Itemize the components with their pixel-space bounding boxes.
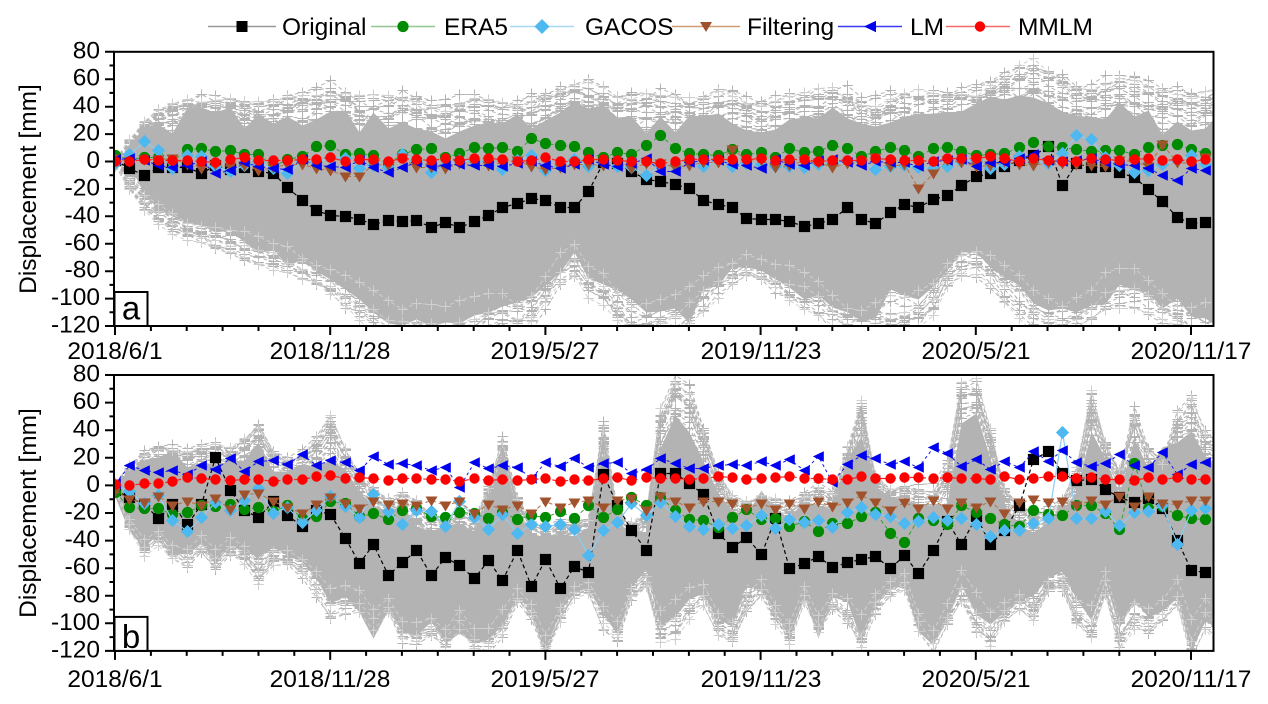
svg-text:2018/6/1: 2018/6/1 xyxy=(67,666,162,693)
svg-text:2020/5/21: 2020/5/21 xyxy=(922,338,1031,365)
svg-text:2019/5/27: 2019/5/27 xyxy=(491,338,600,365)
svg-text:-40: -40 xyxy=(65,526,100,553)
svg-text:60: 60 xyxy=(73,65,100,92)
svg-text:-40: -40 xyxy=(65,202,100,229)
svg-text:2020/11/17: 2020/11/17 xyxy=(1131,666,1252,693)
svg-text:Original: Original xyxy=(282,14,366,41)
svg-text:-80: -80 xyxy=(65,581,100,608)
svg-text:GACOS: GACOS xyxy=(585,14,674,41)
svg-text:2019/5/27: 2019/5/27 xyxy=(491,666,600,693)
svg-text:80: 80 xyxy=(73,361,100,388)
svg-text:MMLM: MMLM xyxy=(1018,14,1093,41)
svg-text:0: 0 xyxy=(86,147,100,174)
svg-text:80: 80 xyxy=(73,37,100,64)
svg-text:-100: -100 xyxy=(51,609,100,636)
svg-text:-60: -60 xyxy=(65,229,100,256)
svg-text:2019/11/23: 2019/11/23 xyxy=(701,338,822,365)
svg-text:2020/5/21: 2020/5/21 xyxy=(922,666,1031,693)
svg-text:60: 60 xyxy=(73,388,100,415)
svg-text:ERA5: ERA5 xyxy=(444,14,508,41)
svg-text:Displacement [mm]: Displacement [mm] xyxy=(15,84,42,294)
svg-text:-60: -60 xyxy=(65,554,100,581)
svg-text:-20: -20 xyxy=(65,174,100,201)
svg-text:Displacement [mm]: Displacement [mm] xyxy=(15,408,42,618)
svg-text:-20: -20 xyxy=(65,499,100,526)
svg-text:a: a xyxy=(122,290,141,327)
svg-text:-100: -100 xyxy=(51,284,100,311)
svg-text:20: 20 xyxy=(73,120,100,147)
svg-text:2019/11/23: 2019/11/23 xyxy=(701,666,822,693)
svg-text:20: 20 xyxy=(73,443,100,470)
svg-text:0: 0 xyxy=(86,471,100,498)
svg-text:-80: -80 xyxy=(65,257,100,284)
svg-text:2018/6/1: 2018/6/1 xyxy=(67,338,162,365)
svg-text:-120: -120 xyxy=(51,636,100,663)
svg-text:2018/11/28: 2018/11/28 xyxy=(270,666,391,693)
svg-text:b: b xyxy=(122,618,140,655)
svg-text:2018/11/28: 2018/11/28 xyxy=(270,338,391,365)
svg-text:40: 40 xyxy=(73,92,100,119)
svg-text:-120: -120 xyxy=(51,312,100,339)
svg-text:Filtering: Filtering xyxy=(747,14,834,41)
svg-text:LM: LM xyxy=(910,14,944,41)
svg-text:2020/11/17: 2020/11/17 xyxy=(1131,338,1252,365)
svg-text:40: 40 xyxy=(73,416,100,443)
